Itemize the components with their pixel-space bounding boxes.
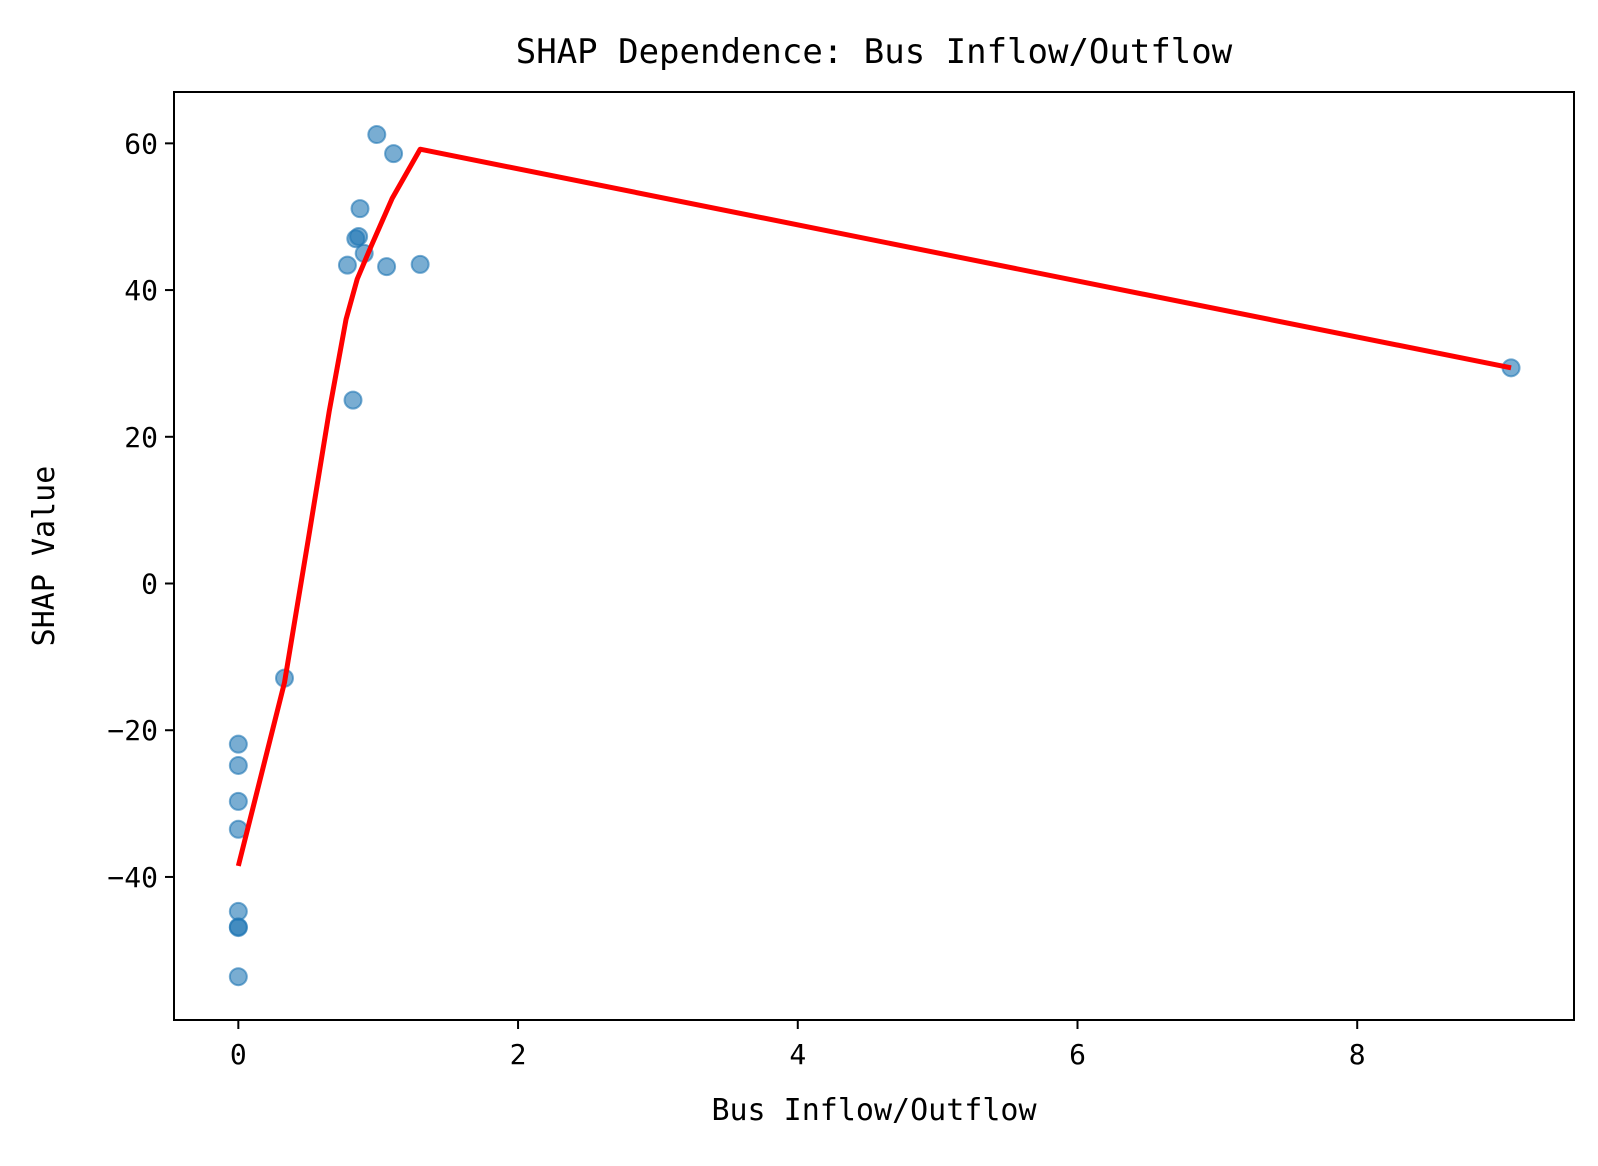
scatter-point-6 (228, 918, 248, 938)
scatter-point-15 (367, 125, 387, 145)
x-axis-ticks: 0 2 4 6 8 (230, 1020, 1366, 1071)
axes-frame (173, 91, 1575, 1021)
scatter-point-17 (384, 144, 404, 164)
scatter-point-7 (228, 967, 248, 987)
scatter-point-1 (228, 755, 248, 775)
scatter-point-18 (410, 254, 430, 274)
y-tick-label-2: 0 (141, 568, 158, 601)
y-tick-label-4: 40 (124, 274, 158, 307)
x-tick-label-4: 8 (1349, 1038, 1366, 1071)
scatter-point-12 (349, 227, 369, 247)
trend-line (235, 146, 1512, 867)
y-tick-label-0: −40 (107, 861, 158, 894)
scatter-point-0 (228, 734, 248, 754)
scatter-point-16 (377, 257, 397, 277)
x-axis-label: Bus Inflow/Outflow (711, 1093, 1037, 1128)
scatter-point-9 (337, 255, 357, 275)
y-tick-label-5: 60 (124, 127, 158, 160)
y-axis-label: SHAP Value (27, 466, 62, 647)
chart-title: SHAP Dependence: Bus Inflow/Outflow (516, 32, 1233, 72)
x-tick-label-0: 0 (230, 1038, 247, 1071)
x-tick-label-1: 2 (510, 1038, 527, 1071)
x-tick-label-2: 4 (789, 1038, 806, 1071)
y-tick-label-1: −20 (107, 714, 158, 747)
scatter-point-10 (343, 390, 363, 410)
scatter-point-13 (350, 199, 370, 219)
y-tick-label-3: 20 (124, 421, 158, 454)
x-tick-label-3: 6 (1069, 1038, 1086, 1071)
scatter-point-2 (228, 791, 248, 811)
plot-area (228, 125, 1521, 987)
y-axis-ticks: −40 −20 0 20 40 60 (107, 127, 174, 894)
